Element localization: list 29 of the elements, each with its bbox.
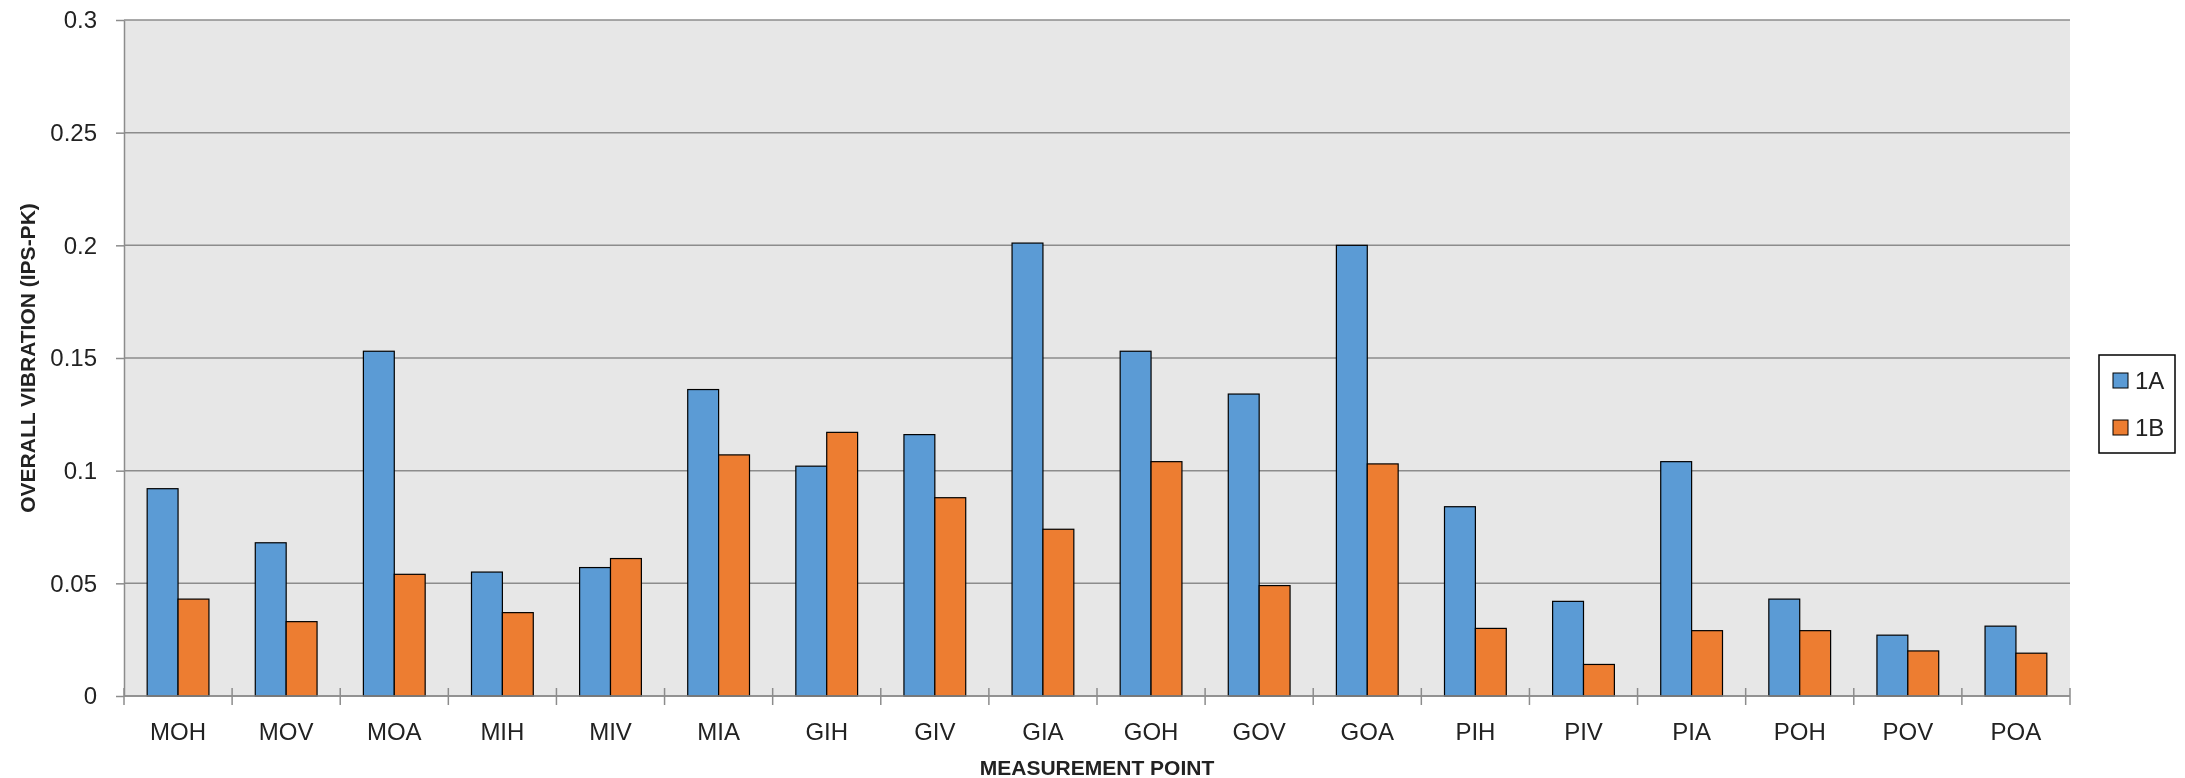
x-tick-label: MOH bbox=[150, 718, 207, 745]
x-tick-label: POA bbox=[1990, 718, 2042, 745]
x-tick-label: MIV bbox=[589, 718, 632, 745]
y-tick-label: 0 bbox=[83, 682, 97, 710]
y-tick-label: 0.3 bbox=[63, 6, 97, 34]
x-tick-label: MOV bbox=[258, 718, 314, 745]
x-tick-label: GOV bbox=[1232, 718, 1286, 745]
x-tick-label: MIH bbox=[480, 718, 525, 745]
x-tick-label: PIA bbox=[1672, 718, 1711, 745]
x-tick-label: GOA bbox=[1340, 718, 1394, 745]
y-axis-title: OVERALL VIBRATION (IPS-PK) bbox=[16, 203, 39, 513]
y-tick-label: 0.05 bbox=[50, 569, 97, 597]
y-tick-label: 0.15 bbox=[50, 344, 97, 372]
x-tick-label: GIA bbox=[1022, 718, 1064, 745]
x-tick-label: GOH bbox=[1123, 718, 1179, 745]
legend-label: 1A bbox=[2135, 366, 2165, 394]
x-tick-label: GIH bbox=[805, 718, 849, 745]
y-tick-label: 0.2 bbox=[63, 231, 97, 259]
y-tick-label: 0.25 bbox=[50, 118, 97, 146]
x-tick-label: POV bbox=[1882, 718, 1934, 745]
x-tick-label: PIV bbox=[1564, 718, 1603, 745]
y-tick-label: 0.1 bbox=[63, 456, 97, 484]
x-tick-label: GIV bbox=[914, 718, 956, 745]
x-tick-label: POH bbox=[1773, 718, 1826, 745]
legend-label: 1B bbox=[2135, 413, 2165, 441]
x-tick-label: MOA bbox=[366, 718, 422, 745]
x-axis-title: MEASUREMENT POINT bbox=[979, 756, 1215, 778]
x-tick-label: MIA bbox=[697, 718, 740, 745]
x-tick-label: PIH bbox=[1455, 718, 1496, 745]
